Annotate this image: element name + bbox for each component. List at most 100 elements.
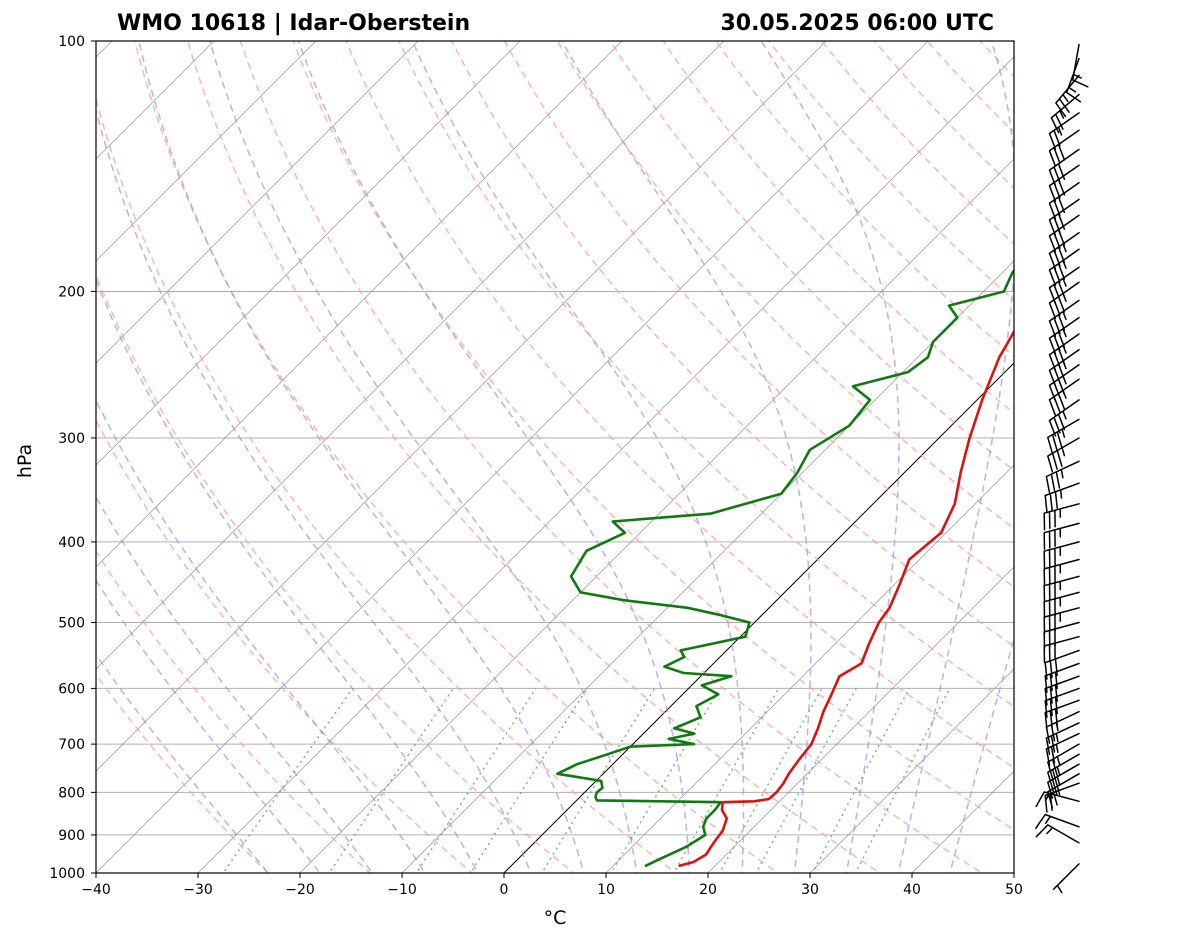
wind-barb-staff: [1047, 763, 1080, 799]
dewpoint-profile: [556, 268, 1014, 867]
isotherm: [96, 41, 419, 364]
wind-barb: [1044, 649, 1080, 680]
isotherm: [96, 41, 827, 772]
dry-adiabat: [979, 41, 1014, 78]
mixing-ratio-line: [755, 688, 857, 873]
isotherm: [96, 41, 317, 262]
dry-adiabat: [96, 418, 474, 873]
dry-adiabat: [1139, 41, 1181, 891]
chart-title-datetime: 30.05.2025 06:00 UTC: [720, 11, 994, 36]
isotherm: [0, 41, 10, 873]
wind-barb-staff: [1045, 722, 1080, 756]
wind-barb: [1052, 863, 1080, 894]
wind-barb-staff: [1048, 378, 1080, 417]
plot-frame: [95, 40, 1015, 874]
y-tick-label: 400: [58, 535, 85, 551]
wind-barb-staff: [1044, 699, 1080, 730]
dry-adiabat: [715, 41, 1014, 358]
wind-barb: [1044, 687, 1080, 718]
moist-adiabat: [96, 579, 321, 873]
mixing-ratio-line: [811, 688, 910, 873]
moist-adiabat: [760, 41, 900, 873]
isotherm: [401, 260, 1014, 873]
isotherm: [809, 668, 1014, 873]
mixing-ratio-line: [718, 688, 823, 873]
dry-adiabat: [96, 550, 371, 873]
dry-adiabat: [662, 41, 1014, 415]
isotherm: [96, 41, 623, 568]
wind-barb: [1048, 348, 1080, 387]
y-tick-label: 300: [58, 431, 85, 447]
wind-barb: [1043, 503, 1080, 531]
moist-adiabat: [561, 41, 812, 873]
wind-barb-staff: [1048, 164, 1080, 202]
wind-barb: [1035, 813, 1080, 829]
y-tick-label: 600: [58, 681, 85, 697]
wind-barb-staff: [1045, 732, 1080, 766]
wind-barbs: [1035, 43, 1089, 894]
wind-barb: [1043, 635, 1080, 664]
wind-barb: [1045, 710, 1080, 744]
wind-barb: [1048, 214, 1080, 253]
background-lines: [0, 41, 1181, 891]
wind-barb: [1048, 281, 1080, 320]
wind-barb: [1043, 558, 1080, 587]
wind-barb: [1044, 675, 1080, 706]
dry-adiabat: [96, 273, 576, 873]
y-tick-label: 1000: [49, 866, 85, 882]
wind-barb: [1071, 43, 1089, 88]
dry-adiabat: [504, 41, 1014, 588]
wind-barb: [1043, 607, 1080, 635]
wind-barb: [1048, 333, 1080, 371]
mixing-ratio-line: [469, 687, 588, 873]
wind-barb-staff: [1050, 93, 1080, 134]
wind-barb-staff: [1043, 558, 1080, 587]
moist-adiabat: [96, 495, 374, 873]
wind-barb: [1048, 198, 1080, 237]
dry-adiabat: [292, 41, 1014, 831]
dry-adiabat: [186, 41, 882, 873]
x-tick-label: 40: [903, 882, 921, 898]
wind-barb: [1048, 364, 1080, 402]
temperature-profile: [678, 329, 1014, 867]
mixing-ratio-line: [415, 687, 537, 873]
isotherm: [96, 41, 929, 873]
x-tick-label: 30: [801, 882, 819, 898]
x-axis-label: °C: [544, 907, 567, 929]
wind-barb-staff: [1048, 348, 1080, 387]
wind-barb: [1047, 743, 1080, 779]
wind-barb-staff: [1043, 503, 1080, 531]
wind-barb-staff: [1047, 743, 1080, 779]
wind-barb-staff: [1071, 43, 1089, 88]
wind-barb: [1043, 591, 1080, 619]
wind-barb-staff: [1035, 813, 1080, 829]
isotherm: [605, 464, 1014, 873]
mixing-ratio-line: [672, 688, 780, 873]
wind-barb: [1045, 460, 1080, 494]
moist-adiabat: [96, 398, 426, 873]
dry-adiabat: [96, 96, 678, 873]
wind-barb-staff: [1048, 214, 1080, 253]
axes: −40 −30 −20 −10 0 10 20 30 40 50 100 200 300 400 500 60…: [49, 34, 1023, 898]
wind-barb: [1043, 522, 1080, 550]
x-tick-label: 10: [597, 882, 615, 898]
wind-barb: [1043, 575, 1080, 603]
dry-adiabat: [1086, 41, 1181, 891]
x-tick-label: 50: [1005, 882, 1023, 898]
y-tick-label: 500: [58, 616, 85, 632]
moist-adiabat: [411, 41, 745, 873]
wind-barb-staff: [1052, 863, 1080, 894]
wind-barb: [1048, 248, 1080, 287]
x-tick-label: 0: [500, 882, 509, 898]
wind-barb-staff: [1044, 687, 1080, 718]
dry-adiabat: [345, 41, 1014, 769]
isotherm: [1013, 872, 1014, 873]
wind-barb-staff: [1047, 753, 1080, 789]
wind-barb-staff: [1048, 399, 1080, 437]
wind-barb: [1044, 699, 1080, 730]
wind-barb-staff: [1045, 710, 1080, 744]
wind-barb-staff: [1043, 607, 1080, 635]
moist-adiabat: [96, 278, 479, 873]
wind-barb-staff: [1047, 437, 1080, 473]
